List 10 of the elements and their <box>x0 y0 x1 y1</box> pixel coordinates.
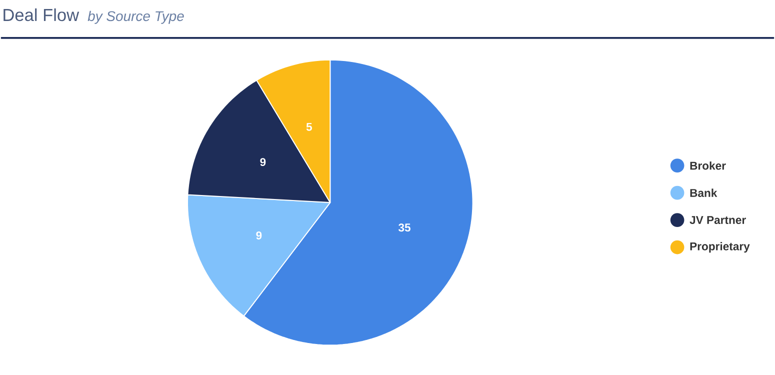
data-label: 9 <box>256 231 262 240</box>
legend-label: Proprietary <box>690 242 750 253</box>
data-label: 35 <box>398 224 410 232</box>
data-label: 9 <box>260 158 266 166</box>
data-label: 5 <box>306 122 312 131</box>
legend-label: JV Partner <box>690 216 746 224</box>
chart-subtitle: by Source Type <box>88 10 184 24</box>
legend-label: Bank <box>690 188 718 197</box>
legend-label: Broker <box>690 161 726 170</box>
text: Deal Flow <box>4 8 80 22</box>
